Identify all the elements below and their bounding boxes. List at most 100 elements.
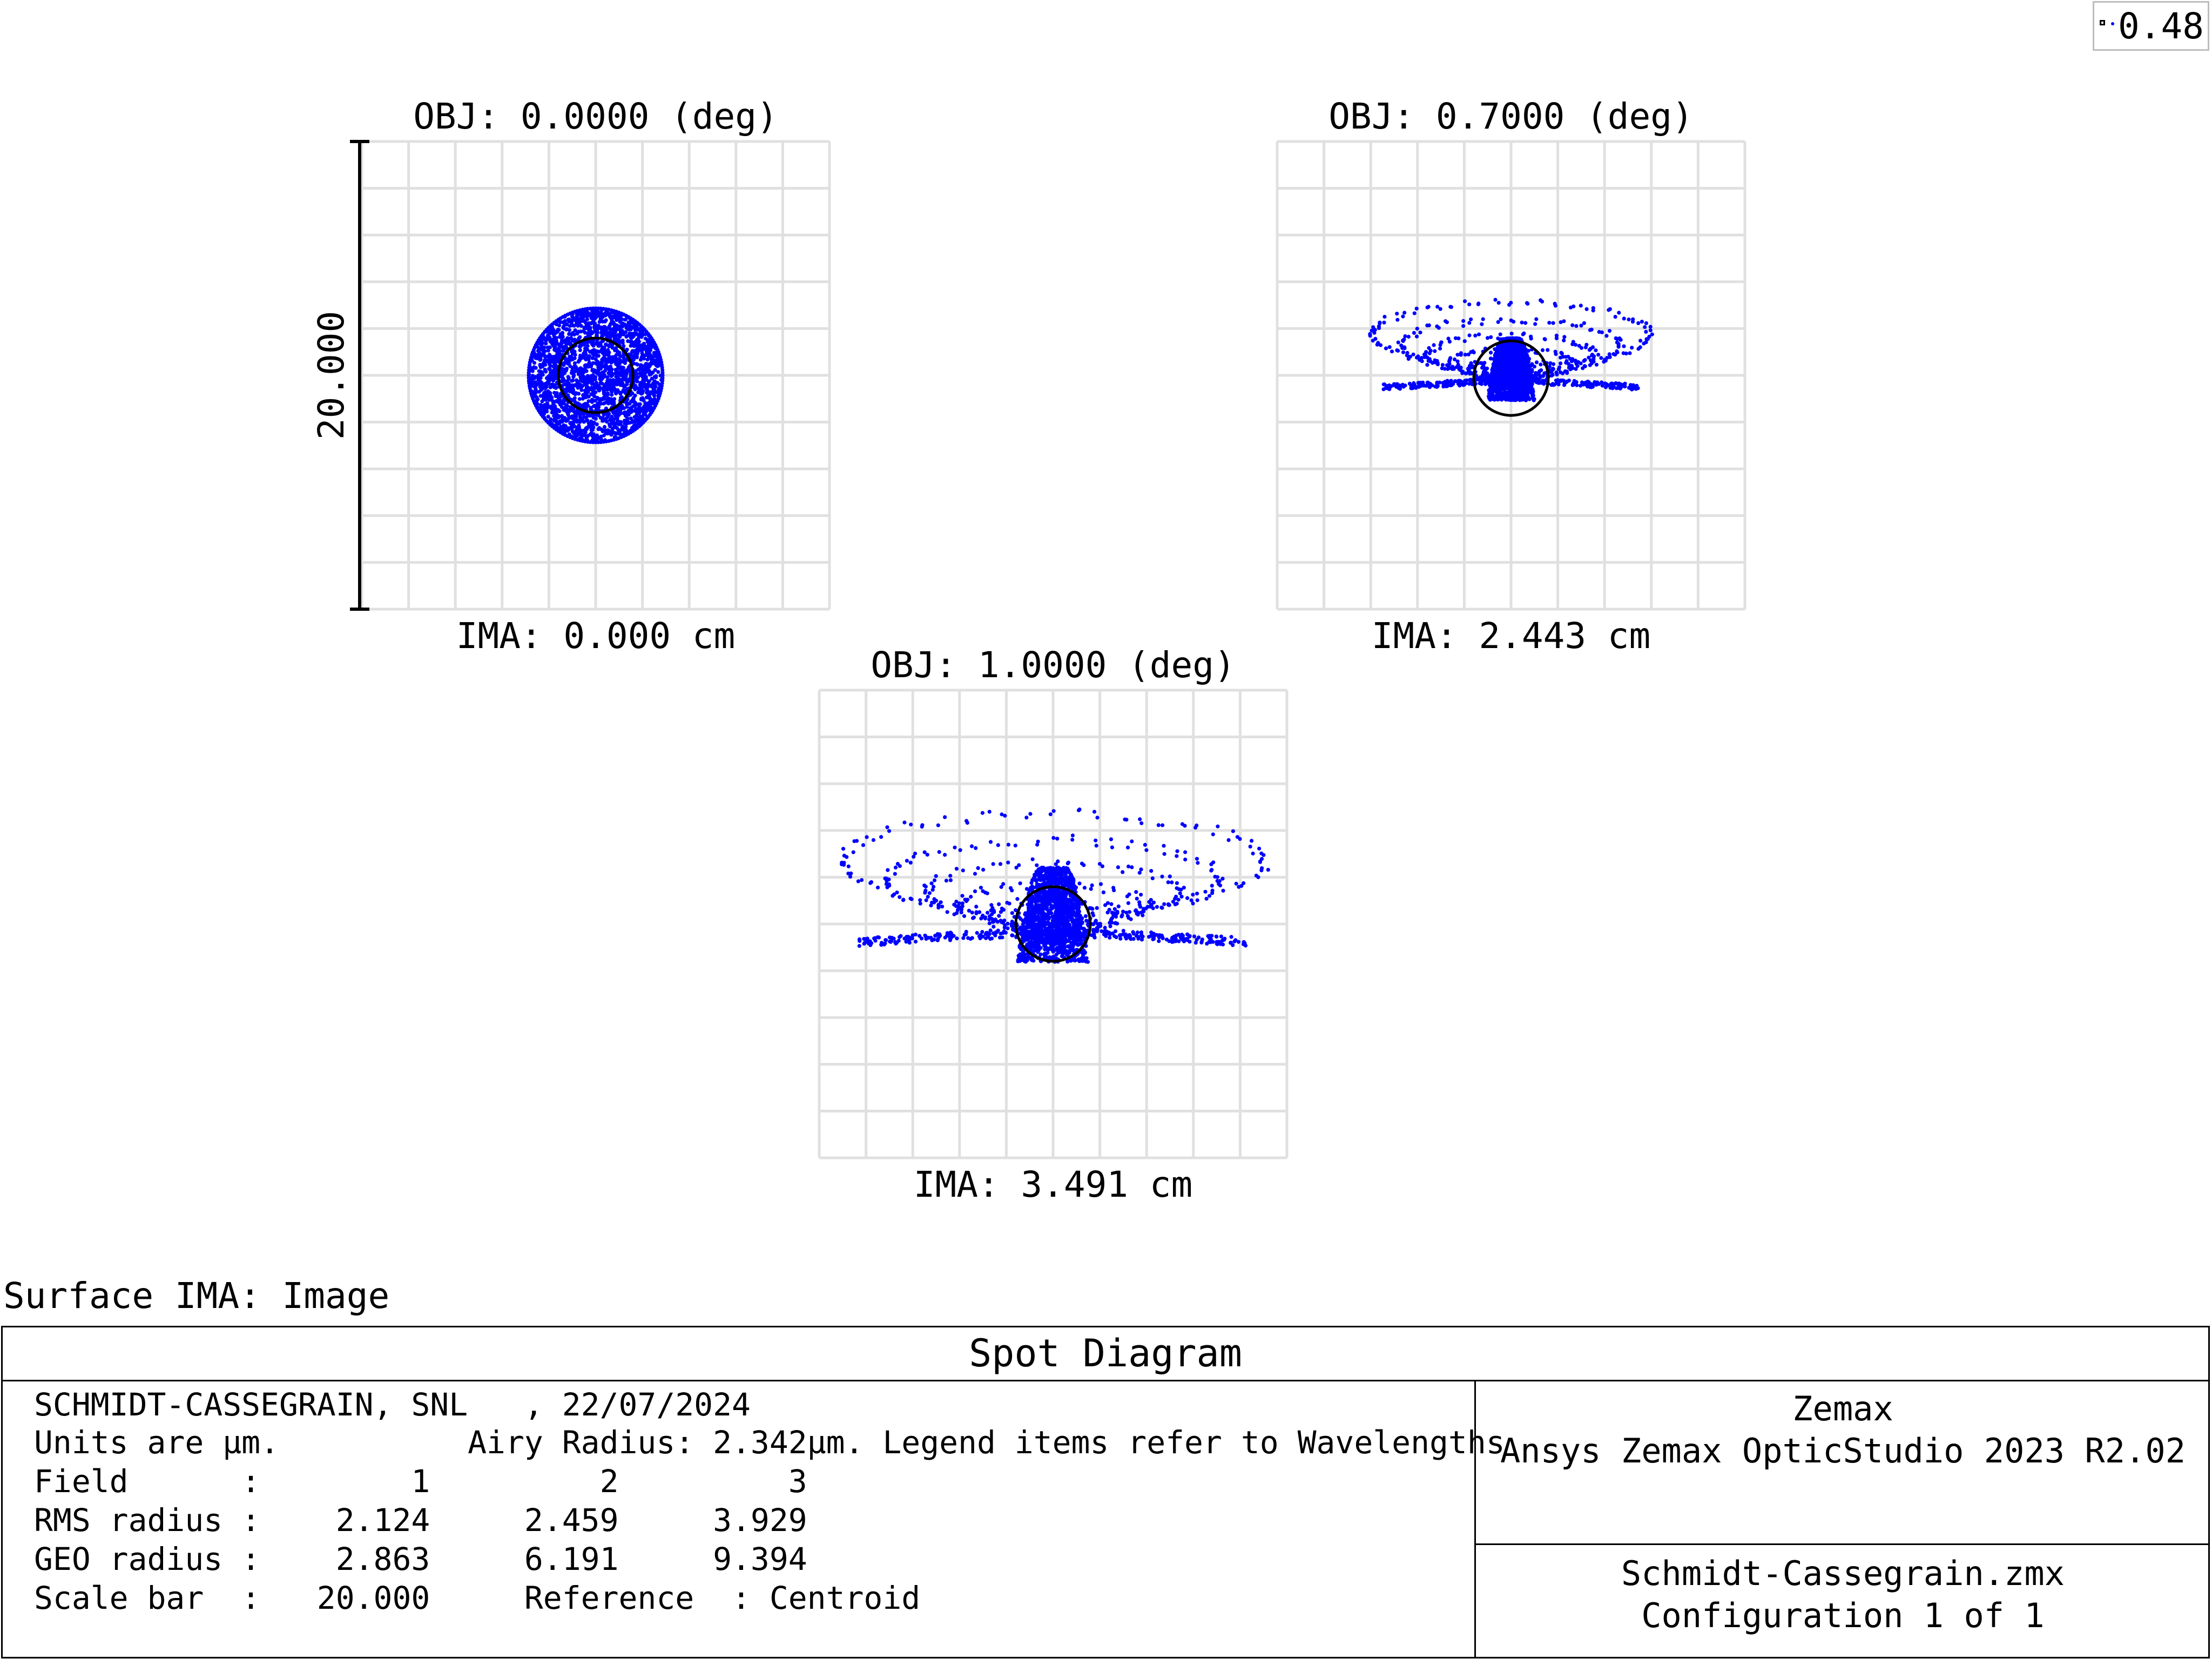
spot-point	[1583, 358, 1587, 362]
spot-point	[1446, 367, 1450, 371]
spot-point	[580, 432, 584, 437]
spot-point	[1583, 345, 1588, 349]
spot-point	[570, 386, 575, 390]
spot-point	[1488, 397, 1493, 402]
spot-point	[594, 324, 598, 328]
spot-point	[1570, 366, 1575, 370]
spot-point	[581, 367, 585, 372]
plot-title: OBJ: 0.0000 (deg)	[413, 96, 778, 137]
spot-point	[551, 331, 555, 335]
spot-point	[1509, 301, 1513, 305]
spot-point	[1630, 346, 1634, 350]
spot-point	[585, 317, 589, 321]
spot-point	[1516, 358, 1520, 363]
spot-point	[606, 398, 611, 402]
spot-point	[550, 369, 555, 374]
spot-point	[597, 387, 601, 391]
spot-point	[1447, 340, 1452, 344]
spot-point	[1453, 336, 1458, 340]
spot-point	[1401, 314, 1405, 319]
spot-point	[1405, 353, 1409, 358]
plot-ima-label: IMA: 2.443 cm	[1372, 615, 1651, 657]
spot-point	[576, 386, 580, 390]
spot-point	[544, 396, 548, 400]
spot-point	[656, 370, 660, 374]
spot-point	[632, 324, 637, 328]
spot-point	[645, 407, 649, 412]
spot-point	[583, 313, 588, 317]
spot-point	[571, 375, 576, 379]
spot-point	[1556, 378, 1560, 382]
spot-point	[1615, 381, 1619, 386]
spot-point	[583, 340, 587, 345]
spot-point	[589, 428, 594, 433]
spot-point	[1559, 361, 1563, 366]
spot-point	[645, 358, 650, 362]
spot-point	[1608, 355, 1612, 359]
spot-point	[1572, 304, 1576, 309]
spot-point	[610, 390, 614, 394]
spot-point	[546, 415, 550, 419]
spot-point	[576, 372, 581, 376]
spot-point	[561, 325, 565, 330]
spot-point	[563, 416, 567, 420]
spot-point	[563, 406, 568, 410]
spot-point	[591, 343, 596, 348]
spot-point	[1425, 363, 1429, 367]
spot-point	[1540, 299, 1545, 304]
spot-point	[1638, 339, 1643, 343]
spot-point	[578, 348, 582, 353]
spot-point	[1559, 350, 1563, 355]
spot-point	[1499, 317, 1503, 321]
spot-point	[563, 387, 568, 392]
spot-point	[629, 406, 633, 410]
spot-point	[568, 405, 573, 409]
spot-point	[1526, 390, 1530, 395]
spot-point	[629, 410, 633, 414]
spot-point	[654, 374, 658, 379]
spot-point	[572, 323, 576, 328]
spot-point	[616, 333, 621, 337]
spot-point	[1581, 381, 1586, 385]
spot-point	[557, 346, 561, 350]
spot-point	[1377, 324, 1381, 328]
spot-point	[601, 419, 605, 423]
plot-title: OBJ: 0.7000 (deg)	[1328, 96, 1694, 137]
spot-point	[619, 332, 624, 336]
spot-point	[572, 361, 577, 366]
spot-point	[1566, 354, 1570, 359]
spot-point	[622, 356, 626, 360]
spot-point	[1534, 317, 1539, 321]
spot-point	[607, 344, 611, 348]
spot-point	[602, 355, 606, 360]
spot-point	[583, 377, 587, 382]
spot-point	[579, 388, 584, 392]
spot-point	[1412, 331, 1416, 335]
spot-point	[1642, 341, 1646, 346]
spot-point	[624, 330, 628, 334]
spot-point	[631, 419, 635, 423]
spot-point	[1406, 334, 1411, 339]
spot-point	[1435, 380, 1439, 385]
spot-point	[1607, 308, 1611, 312]
spot-point	[1573, 342, 1578, 347]
spot-point	[1615, 349, 1619, 354]
spot-point	[576, 409, 580, 414]
spot-point	[593, 316, 597, 321]
spot-point	[581, 418, 585, 422]
spot-point	[554, 331, 558, 335]
spot-point	[637, 343, 642, 347]
spot-point	[1500, 350, 1505, 354]
spot-point	[569, 336, 573, 340]
spot-point	[598, 416, 603, 420]
spot-point	[602, 375, 606, 379]
spot-point	[1570, 342, 1575, 347]
spot-point	[585, 343, 590, 348]
spot-point	[1624, 352, 1628, 356]
spot-point	[1559, 320, 1563, 325]
spot-point	[1378, 343, 1383, 347]
spot-point	[599, 397, 603, 402]
spot-point	[655, 363, 659, 367]
